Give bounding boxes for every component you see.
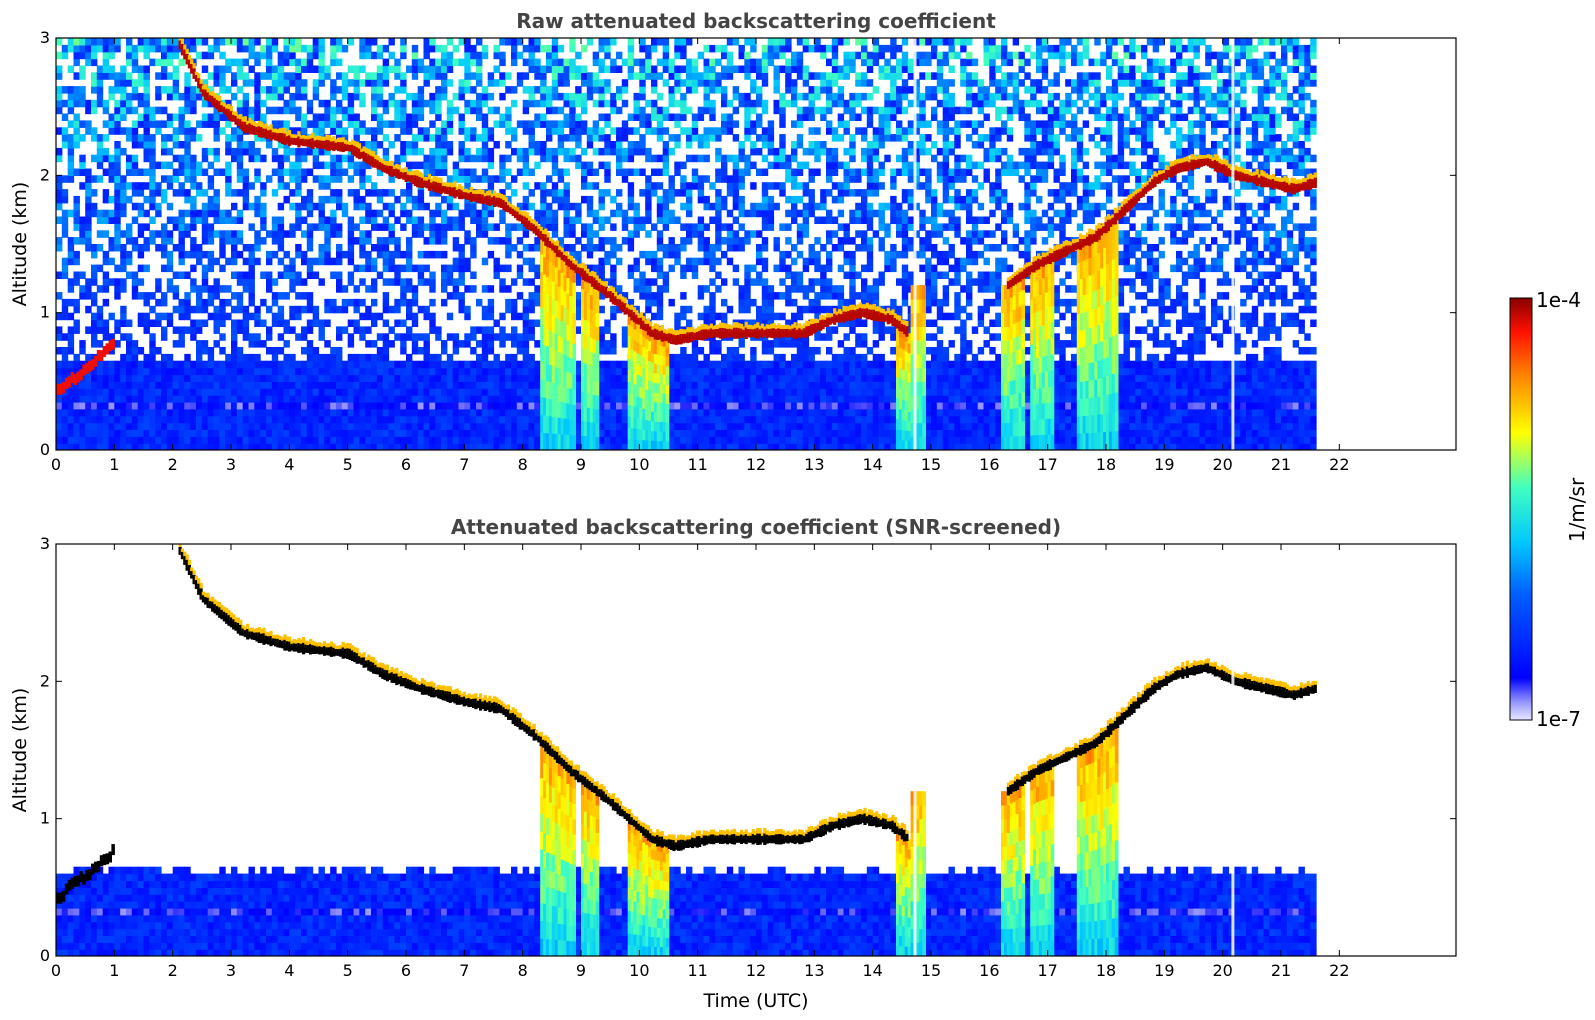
y-tick-label: 3: [40, 28, 50, 47]
heatmap-raw: [56, 38, 1317, 450]
x-tick-label: 17: [1037, 961, 1057, 980]
x-tick-label: 8: [518, 455, 528, 474]
x-tick-label: 21: [1271, 961, 1291, 980]
colorbar: 1e-4 1e-7 1/m/sr: [1509, 288, 1589, 731]
y-axis-label: Altitude (km): [9, 688, 31, 813]
x-tick-label: 6: [401, 455, 411, 474]
x-tick-label: 22: [1329, 961, 1349, 980]
x-tick-label: 3: [226, 961, 236, 980]
x-axis: 0 1 2 3 4 5 6 7 8 9 10 11 12 13 14 15 16 17 18 19 20 21 22: [51, 38, 1350, 474]
x-tick-label: 20: [1212, 455, 1232, 474]
x-tick-label: 10: [629, 961, 649, 980]
x-tick-label: 9: [576, 455, 586, 474]
panel-screened: Attenuated backscattering coefficient (S…: [9, 515, 1457, 1012]
x-tick-label: 13: [804, 961, 824, 980]
x-tick-label: 4: [284, 961, 294, 980]
x-tick-label: 5: [343, 455, 353, 474]
x-tick-label: 11: [687, 455, 707, 474]
x-tick-label: 14: [862, 961, 882, 980]
x-tick-label: 22: [1329, 455, 1349, 474]
y-tick-label: 1: [40, 809, 50, 828]
y-tick-label: 1: [40, 303, 50, 322]
colorbar-max-label: 1e-4: [1536, 288, 1581, 312]
y-tick-label: 0: [40, 440, 50, 459]
y-tick-label: 2: [40, 671, 50, 690]
x-tick-label: 19: [1154, 961, 1174, 980]
x-tick-label: 4: [284, 455, 294, 474]
colorbar-gradient: [1509, 297, 1533, 721]
x-tick-label: 6: [401, 961, 411, 980]
y-axis-label: Altitude (km): [9, 182, 31, 307]
x-tick-label: 8: [518, 961, 528, 980]
x-tick-label: 0: [51, 455, 61, 474]
x-tick-label: 15: [921, 961, 941, 980]
chart-title: Raw attenuated backscattering coefficien…: [516, 9, 996, 33]
x-tick-label: 12: [746, 455, 766, 474]
colorbar-unit-label: 1/m/sr: [1565, 477, 1589, 542]
x-tick-label: 13: [804, 455, 824, 474]
x-tick-label: 0: [51, 961, 61, 980]
x-tick-label: 18: [1096, 961, 1116, 980]
x-axis-label: Time (UTC): [702, 990, 808, 1012]
x-tick-label: 3: [226, 455, 236, 474]
x-tick-label: 21: [1271, 455, 1291, 474]
x-tick-label: 17: [1037, 455, 1057, 474]
x-tick-label: 16: [979, 961, 999, 980]
heatmap-screened: [56, 544, 1317, 956]
x-tick-label: 20: [1212, 961, 1232, 980]
y-tick-label: 3: [40, 534, 50, 553]
colorbar-min-label: 1e-7: [1536, 707, 1581, 731]
x-tick-label: 5: [343, 961, 353, 980]
x-tick-label: 16: [979, 455, 999, 474]
x-tick-label: 18: [1096, 455, 1116, 474]
x-tick-label: 12: [746, 961, 766, 980]
panel-raw: Raw attenuated backscattering coefficien…: [9, 9, 1457, 474]
x-tick-label: 2: [168, 455, 178, 474]
x-tick-label: 1: [109, 455, 119, 474]
x-tick-label: 1: [109, 961, 119, 980]
x-tick-label: 11: [687, 961, 707, 980]
y-tick-label: 0: [40, 946, 50, 965]
x-axis: 0 1 2 3 4 5 6 7 8 9 10 11 12 13 14 15 16 17 18 19 20 21 22: [51, 544, 1350, 980]
x-tick-label: 7: [459, 961, 469, 980]
chart-title: Attenuated backscattering coefficient (S…: [451, 515, 1061, 539]
x-tick-label: 14: [862, 455, 882, 474]
x-tick-label: 9: [576, 961, 586, 980]
y-axis: 0 1 2 3: [40, 534, 1456, 965]
x-tick-label: 2: [168, 961, 178, 980]
x-tick-label: 15: [921, 455, 941, 474]
x-tick-label: 7: [459, 455, 469, 474]
y-axis: 0 1 2 3: [40, 28, 1456, 459]
x-tick-label: 10: [629, 455, 649, 474]
y-tick-label: 2: [40, 165, 50, 184]
x-tick-label: 19: [1154, 455, 1174, 474]
